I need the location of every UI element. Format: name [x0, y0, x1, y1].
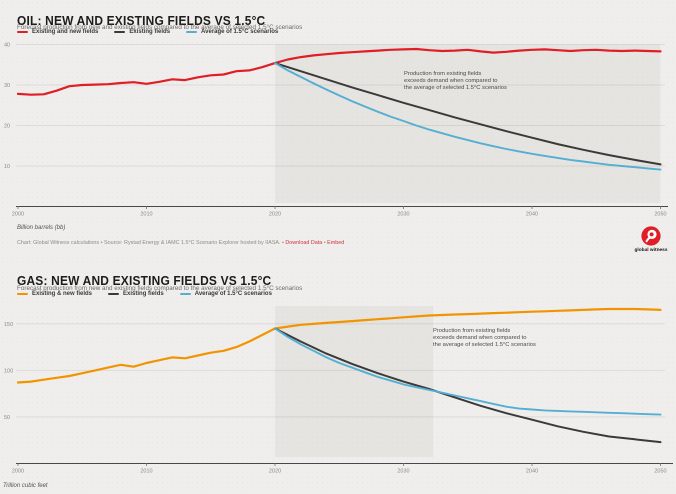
logo-wordmark: global witness	[634, 248, 668, 253]
source-text: Chart: Global Witness calculations • Sou…	[17, 240, 286, 246]
gas-x-tick-label: 2050	[654, 469, 666, 475]
oil-x-tick-label: 2010	[140, 212, 152, 218]
gas-x-tick-label: 2020	[269, 469, 281, 475]
gas-chart-title: GAS: NEW AND EXISTING FIELDS VS 1.5°C	[17, 272, 272, 288]
annotation-line: exceeds demand when compared to	[404, 78, 498, 84]
oil-series-2	[274, 62, 662, 171]
oil-legend: Existing and new fields Existing fields …	[17, 29, 278, 35]
gas-y-tick-label: 50	[4, 415, 10, 421]
oil-y-tick-label: 30	[4, 83, 10, 89]
legend-swatch-orange	[17, 292, 28, 296]
annotation-line: the average of selected 1.5°C scenarios	[404, 85, 507, 91]
oil-legend-item-scenarios: Average of 1.5°C scenarios	[186, 29, 278, 35]
gas-legend: Existing & new fields Existing fields Av…	[17, 291, 272, 297]
gas-exceed-region	[275, 306, 434, 457]
oil-x-tick-label: 2050	[654, 212, 666, 218]
oil-legend-item-existing-and-new: Existing and new fields	[17, 29, 98, 35]
source-separator: •	[322, 240, 328, 246]
legend-label: Existing and new fields	[32, 29, 99, 35]
download-data-link[interactable]: Download Data	[285, 240, 323, 246]
oil-chart-title: OIL: NEW AND EXISTING FIELDS VS 1.5°C	[17, 12, 266, 28]
oil-legend-item-existing: Existing fields	[114, 29, 170, 35]
oil-annotation: Production from existing fields exceeds …	[404, 71, 507, 92]
annotation-line: the average of selected 1.5°C scenarios	[433, 342, 536, 348]
legend-swatch-black	[114, 30, 126, 34]
gas-y-tick-label: 150	[4, 322, 13, 328]
gas-legend-item-existing: Existing fields	[108, 291, 164, 297]
gas-x-tick-label: 2000	[12, 469, 24, 475]
gas-x-tick-label: 2040	[526, 469, 538, 475]
gas-annotation: Production from existing fields exceeds …	[433, 328, 536, 349]
oil-x-tick-label: 2000	[12, 212, 24, 218]
legend-swatch-blue	[186, 30, 198, 34]
logo-mark-icon	[641, 226, 661, 246]
annotation-line: Production from existing fields	[404, 71, 482, 77]
oil-y-tick-label: 40	[4, 43, 10, 49]
oil-x-tick-label: 2030	[397, 212, 409, 218]
gas-unit-label: Trillion cubic feet	[3, 483, 48, 489]
legend-label: Existing & new fields	[32, 291, 93, 297]
gas-series-2	[274, 327, 662, 416]
annotation-line: Production from existing fields	[433, 328, 511, 334]
legend-swatch-black	[108, 292, 120, 296]
legend-label: Average of 1.5°C scenarios	[194, 291, 272, 297]
oil-y-tick-label: 10	[4, 164, 10, 170]
gas-x-tick-label: 2030	[397, 469, 409, 475]
legend-label: Existing fields	[129, 29, 171, 35]
gas-series-1	[274, 327, 662, 444]
gas-legend-item-existing-and-new: Existing & new fields	[17, 291, 92, 297]
gas-chart-subtitle: Forecast production from new and existin…	[17, 285, 303, 293]
legend-swatch-blue	[179, 292, 191, 296]
oil-chart-subtitle: Forecast production from new and existin…	[17, 24, 303, 32]
oil-series-0	[16, 47, 662, 96]
embed-link[interactable]: Embed	[327, 240, 345, 246]
gas-series-0	[16, 307, 662, 384]
oil-x-tick-label: 2020	[269, 212, 281, 218]
oil-x-tick-label: 2040	[526, 212, 538, 218]
oil-series-1	[274, 62, 662, 166]
gas-legend-item-scenarios: Average of 1.5°C scenarios	[179, 291, 272, 297]
legend-label: Average of 1.5°C scenarios	[201, 29, 279, 35]
global-witness-logo[interactable]: global witness	[626, 225, 676, 253]
oil-exceed-region	[275, 44, 661, 203]
oil-y-tick-label: 20	[4, 124, 10, 130]
oil-source-line: Chart: Global Witness calculations • Sou…	[17, 240, 344, 246]
annotation-line: exceeds demand when compared to	[433, 335, 527, 341]
gas-y-tick-label: 100	[4, 368, 13, 374]
legend-label: Existing fields	[123, 291, 164, 297]
oil-unit-label: Billion barrels (bb)	[17, 225, 66, 231]
gas-x-tick-label: 2010	[140, 469, 152, 475]
legend-swatch-red	[17, 30, 28, 34]
